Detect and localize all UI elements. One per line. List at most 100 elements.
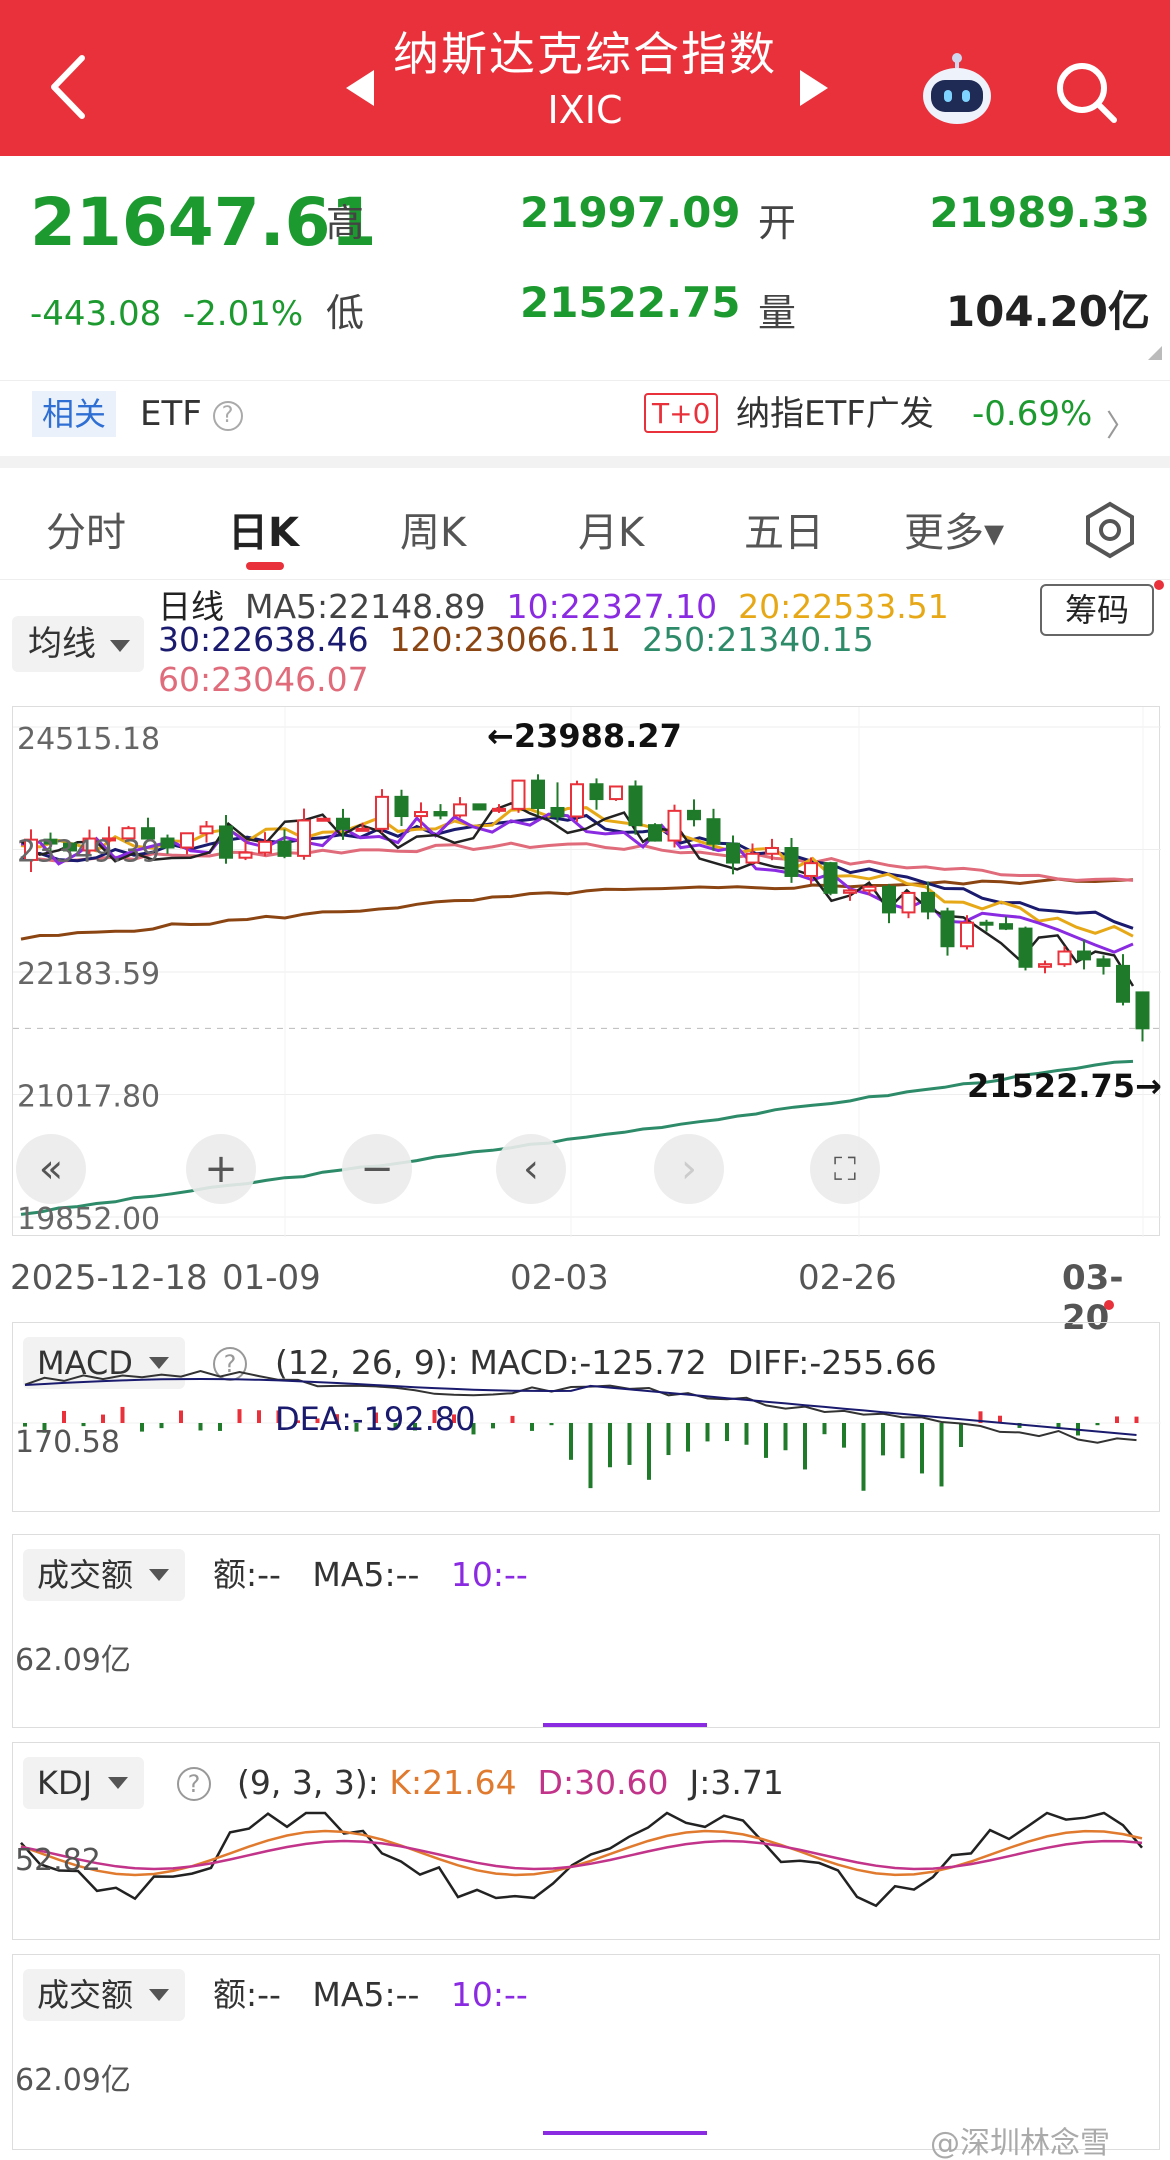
- candle-body: [921, 891, 935, 913]
- kdj-svg: [20, 1811, 1143, 1908]
- diff-line: [24, 1370, 1137, 1444]
- candle-body: [550, 806, 565, 818]
- candle-body: [102, 837, 116, 842]
- tab-intraday[interactable]: 分时: [46, 510, 126, 556]
- dea-value: DEA:-192.80: [275, 1400, 476, 1438]
- j-value: J:3.71: [689, 1763, 784, 1802]
- j-line: [20, 1811, 1143, 1908]
- candle-body: [1077, 950, 1091, 961]
- candle-body: [648, 824, 662, 842]
- y-axis-label: 19852.00: [17, 1202, 160, 1237]
- chevron-right-icon[interactable]: 〉: [1106, 409, 1136, 444]
- price-change: -443.08 -2.01%: [30, 294, 303, 334]
- candle-body: [238, 851, 253, 859]
- tab-daily-k[interactable]: 日K: [228, 510, 299, 556]
- ma5-value: MA5:22148.89: [244, 587, 486, 626]
- y-axis-label: 23349.39: [17, 834, 160, 869]
- settings-icon[interactable]: [1080, 500, 1140, 560]
- candle-body: [375, 795, 389, 830]
- kdj-panel[interactable]: KDJ ? (9, 3, 3): K:21.64 D:30.60 J:3.71 …: [12, 1742, 1160, 1940]
- etf-name[interactable]: 纳指ETF广发: [736, 394, 934, 434]
- candle-body: [1135, 991, 1150, 1030]
- related-etf-row[interactable]: 相关 ETF ? T+0 纳指ETF广发 -0.69% 〉: [0, 380, 1170, 446]
- caret-down-icon: [110, 640, 130, 652]
- candle-body: [570, 783, 584, 818]
- candle-body: [199, 825, 214, 835]
- ma-title: 日线: [158, 587, 224, 626]
- candle-body: [43, 838, 58, 845]
- high-label: 高: [326, 201, 365, 245]
- back-arrow-icon[interactable]: [42, 52, 98, 122]
- candle-body: [141, 827, 155, 840]
- volume-ma5: MA5:--: [312, 1555, 420, 1594]
- candle-body: [63, 842, 77, 852]
- candle-body: [882, 885, 896, 914]
- expand-corner-icon[interactable]: [1148, 346, 1162, 360]
- candle-body: [979, 921, 994, 926]
- notification-dot: [1154, 580, 1164, 590]
- candle-body: [1057, 950, 1072, 966]
- candle-body: [823, 862, 838, 894]
- candle-body: [414, 811, 428, 818]
- section-divider: [0, 456, 1170, 468]
- candle-body: [1038, 963, 1052, 968]
- help-icon[interactable]: ?: [212, 400, 243, 431]
- y-axis-label: 22183.59: [17, 957, 160, 992]
- page-subtitle: IXIC: [547, 88, 623, 132]
- volume-selector[interactable]: 成交额: [23, 1969, 186, 2021]
- volume-selector[interactable]: 成交额: [23, 1549, 186, 1601]
- candle-body: [316, 817, 331, 822]
- volume-value: 104.20亿: [945, 287, 1150, 336]
- macd-values: (12, 26, 9): MACD:-125.72 DIFF:-255.66: [275, 1337, 937, 1389]
- date-label: 01-09: [222, 1258, 321, 1298]
- tab-weekly-k[interactable]: 周K: [400, 510, 467, 556]
- app-header: 纳斯达克综合指数 IXIC: [0, 0, 1170, 156]
- macd-value: MACD:-125.72: [469, 1343, 707, 1382]
- rewind-button[interactable]: «: [16, 1134, 86, 1204]
- kline-chart[interactable]: 24515.18 23349.39 22183.59 21017.80 19852.00…: [12, 706, 1161, 1237]
- y-axis-label: 21017.80: [17, 1079, 160, 1114]
- chip-distribution-button[interactable]: 筹码: [1040, 584, 1154, 636]
- candle-body: [180, 832, 194, 849]
- d-line: [20, 1839, 1143, 1871]
- tab-five-day[interactable]: 五日: [744, 510, 824, 556]
- tab-more[interactable]: 更多▾: [904, 510, 1005, 556]
- ma120-value: 120:23066.11: [389, 620, 622, 659]
- candle-body: [804, 862, 818, 877]
- ma-selector[interactable]: 均线: [12, 616, 144, 672]
- ma60-line: [20, 841, 1134, 882]
- candle-body: [160, 837, 175, 849]
- prev-index-icon[interactable]: [346, 70, 374, 106]
- amount-value: 额:--: [213, 1555, 281, 1594]
- tab-monthly-k[interactable]: 月K: [578, 510, 645, 556]
- candle-body: [901, 891, 916, 914]
- robot-assistant-icon[interactable]: [918, 52, 996, 130]
- low-label: 低: [326, 291, 365, 335]
- quote-panel: 21647.61 -443.08 -2.01% 高 21997.09 开 219…: [0, 156, 1170, 368]
- caret-down-icon: [108, 1777, 129, 1789]
- candle-body: [258, 840, 272, 854]
- volume-panel-2[interactable]: 成交额 额:-- MA5:-- 10:-- 62.09亿: [12, 1954, 1160, 2150]
- fullscreen-button[interactable]: ⛶: [810, 1134, 880, 1204]
- prev-button[interactable]: ‹: [496, 1134, 566, 1204]
- macd-panel[interactable]: MACD ? (12, 26, 9): MACD:-125.72 DIFF:-2…: [12, 1322, 1161, 1512]
- zoom-out-button[interactable]: −: [342, 1134, 412, 1204]
- etf-label-wrap: ETF ?: [140, 391, 243, 437]
- candle-body: [336, 817, 350, 830]
- candle-body: [531, 779, 545, 809]
- kdj-selector-label: KDJ: [37, 1764, 93, 1802]
- page-title: 纳斯达克综合指数: [393, 27, 777, 81]
- next-button[interactable]: ›: [654, 1134, 724, 1204]
- current-date-dot: [1104, 1300, 1114, 1310]
- kdj-selector[interactable]: KDJ: [23, 1757, 145, 1809]
- volume-panel[interactable]: 成交额 额:-- MA5:-- 10:-- 62.09亿: [12, 1534, 1160, 1728]
- search-icon[interactable]: [1050, 56, 1120, 126]
- help-icon[interactable]: ?: [177, 1767, 211, 1801]
- zoom-in-button[interactable]: +: [186, 1134, 256, 1204]
- ma120-line: [20, 877, 1134, 941]
- related-tag: 相关: [32, 391, 117, 437]
- ma5-line: [20, 802, 1135, 987]
- next-index-icon[interactable]: [800, 70, 828, 106]
- candle-body: [1018, 927, 1033, 968]
- candle-body: [82, 837, 97, 852]
